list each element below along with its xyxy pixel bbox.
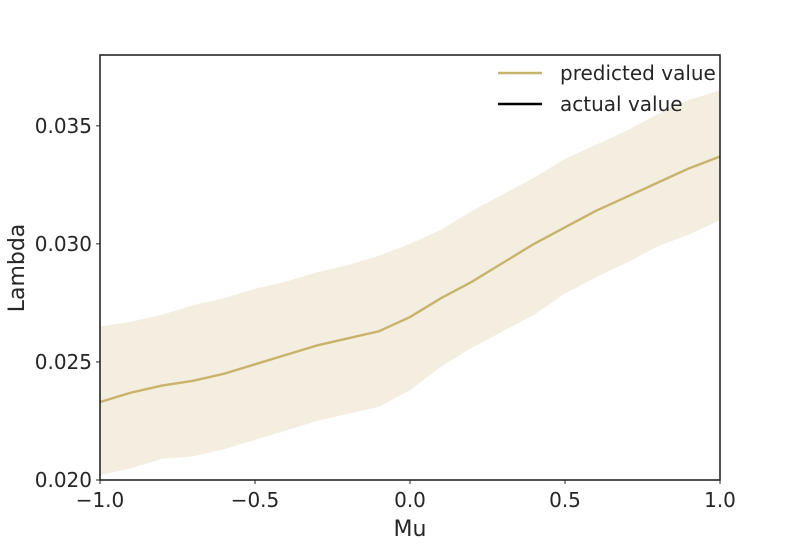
- legend-label: predicted value: [560, 61, 716, 85]
- confidence-band: [100, 90, 720, 476]
- legend: predicted value actual value: [498, 61, 716, 116]
- x-tick-label: −1.0: [76, 488, 125, 512]
- predicted-value-line: [99, 155, 721, 404]
- x-tick-label: 0.0: [394, 488, 426, 512]
- x-axis-label: Mu: [394, 517, 427, 542]
- y-tick-label: 0.020: [35, 468, 92, 492]
- x-tick-label: −0.5: [231, 488, 280, 512]
- plot-area: [99, 90, 721, 476]
- y-tick-label: 0.035: [35, 114, 92, 138]
- legend-item: predicted value: [498, 61, 716, 85]
- legend-item: actual value: [498, 92, 683, 116]
- legend-label: actual value: [560, 92, 683, 116]
- y-axis-label: Lambda: [5, 224, 30, 313]
- x-tick-label: 1.0: [704, 488, 736, 512]
- y-tick-label: 0.030: [35, 232, 92, 256]
- y-tick-label: 0.025: [35, 350, 92, 374]
- ticks: −1.0 −0.5 0.0 0.5 1.0 0.020 0.025 0.030 0.035: [35, 114, 736, 512]
- x-tick-label: 0.5: [549, 488, 581, 512]
